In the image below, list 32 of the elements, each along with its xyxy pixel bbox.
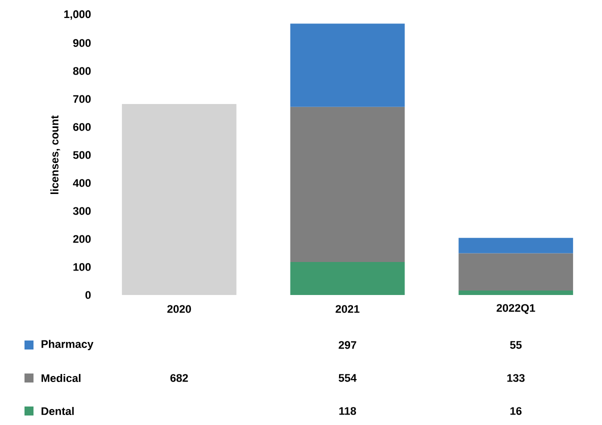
bar	[122, 104, 236, 295]
data-label: 554	[338, 374, 357, 382]
y-tick-label: 1,000	[64, 10, 91, 20]
bar	[458, 238, 574, 254]
bar	[290, 106, 405, 262]
data-label: 297	[338, 341, 356, 349]
bar	[290, 262, 405, 295]
y-tick-label: 300	[73, 207, 91, 215]
y-tick-label: 0	[85, 291, 91, 299]
bar	[290, 24, 405, 107]
data-label: 682	[170, 374, 188, 382]
legend-label: Pharmacy	[42, 340, 94, 350]
y-tick-label: 800	[73, 67, 91, 75]
bar	[458, 290, 574, 295]
legend-label: Medical	[42, 374, 80, 382]
y-tick-label: 200	[73, 235, 91, 243]
y-axis-title: licenses, count	[50, 115, 60, 194]
y-tick-label: 900	[73, 39, 91, 47]
data-label: 55	[510, 341, 522, 349]
data-label: 133	[507, 374, 525, 382]
data-label: 16	[510, 407, 522, 415]
y-tick-label: 700	[73, 95, 91, 103]
x-tick-label: 2022Q1	[496, 304, 536, 314]
bar	[458, 253, 574, 291]
y-tick-label: 400	[72, 179, 91, 187]
y-tick-label: 500	[73, 151, 91, 159]
x-tick-label: 2020	[167, 305, 191, 313]
data-label: 118	[339, 407, 356, 415]
x-tick-label: 2021	[336, 305, 360, 313]
y-tick-label: 600	[73, 123, 91, 131]
y-tick-label: 100	[73, 263, 91, 271]
legend-label: Dental	[42, 406, 74, 416]
